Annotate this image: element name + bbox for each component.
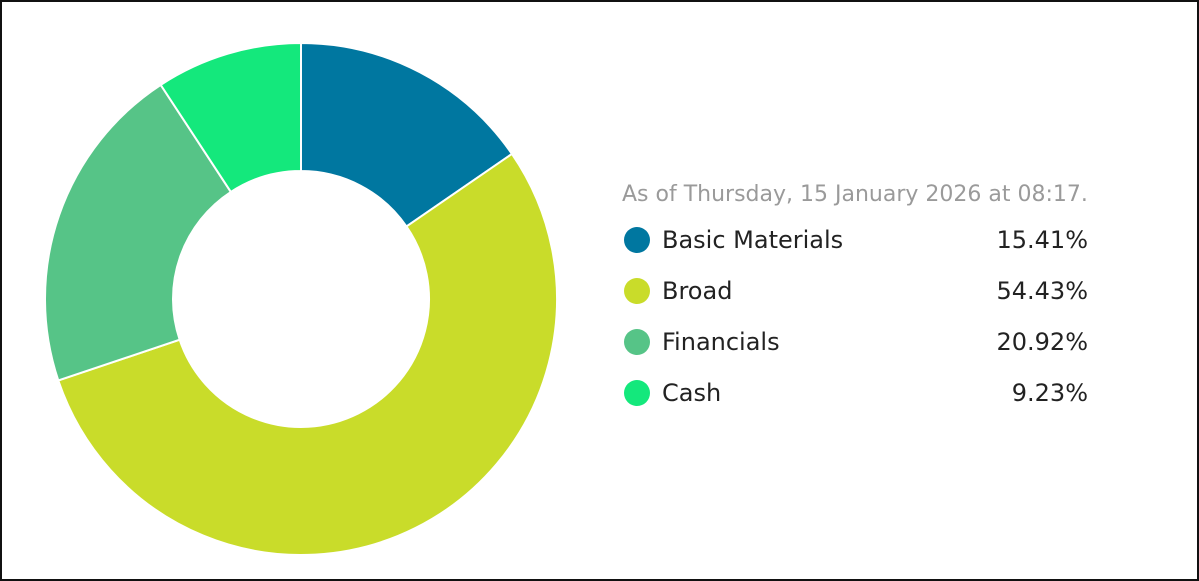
legend-value: 9.23% xyxy=(1012,379,1088,407)
legend-label: Broad xyxy=(662,277,732,305)
donut-slice xyxy=(300,41,514,228)
legend-value: 20.92% xyxy=(996,328,1088,356)
subtitle: As of Thursday, 15 January 2026 at 08:17… xyxy=(622,182,1088,207)
legend-label: Cash xyxy=(662,379,721,407)
donut-slice xyxy=(57,152,558,556)
donut-slice xyxy=(159,41,302,194)
legend-label: Basic Materials xyxy=(662,226,843,254)
legend-marker xyxy=(624,278,650,304)
legend-label: Financials xyxy=(662,328,780,356)
legend-value: 15.41% xyxy=(996,226,1088,254)
donut-slice xyxy=(44,83,233,382)
legend-marker xyxy=(624,380,650,406)
legend-marker xyxy=(624,329,650,355)
legend-marker xyxy=(624,227,650,253)
legend-value: 54.43% xyxy=(996,277,1088,305)
